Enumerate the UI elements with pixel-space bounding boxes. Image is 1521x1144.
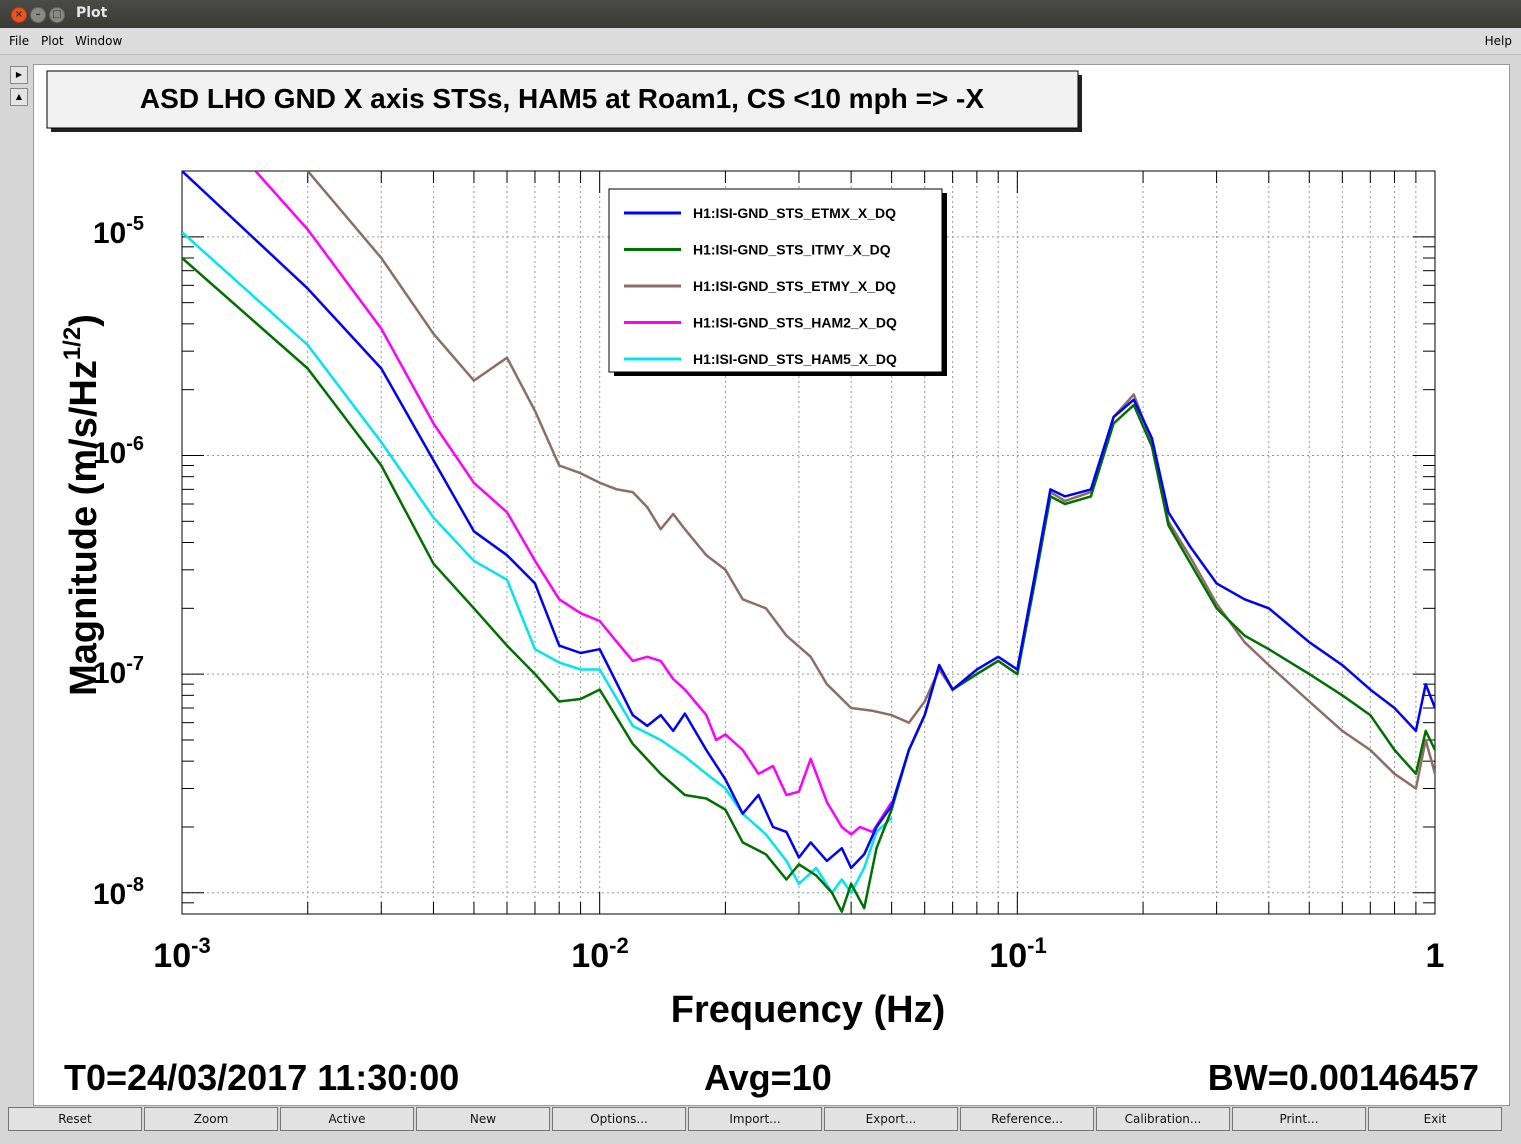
minimize-icon: – [35, 9, 41, 20]
window-title: Plot [76, 5, 108, 21]
new-button[interactable]: New [416, 1107, 550, 1131]
minimize-window-button[interactable]: – [30, 7, 46, 23]
export-button[interactable]: Export... [824, 1107, 958, 1131]
legend-label-1: H1:ISI-GND_STS_ETMX_X_DQ [693, 205, 896, 221]
chart-svg: ASD LHO GND X axis STSs, HAM5 at Roam1, … [46, 70, 1479, 1098]
x-axis-label: Frequency (Hz) [671, 989, 945, 1031]
series-group [182, 171, 1435, 913]
exit-button[interactable]: Exit [1368, 1107, 1502, 1131]
close-window-button[interactable]: × [11, 7, 27, 23]
calibration-button[interactable]: Calibration... [1096, 1107, 1230, 1131]
y-axis-label: Magnitude (m/s/Hz1/2) [59, 314, 105, 696]
reference-button[interactable]: Reference... [960, 1107, 1094, 1131]
bottom-toolbar: Reset Zoom Active New Options... Import.… [8, 1107, 1505, 1133]
collapse-panel-button[interactable]: ▲ [10, 88, 28, 106]
print-button[interactable]: Print... [1232, 1107, 1366, 1131]
arrow-right-icon: ▶ [15, 70, 23, 79]
legend-label-2: H1:ISI-GND_STS_ITMY_X_DQ [693, 242, 891, 258]
legend-box [608, 188, 943, 373]
series-line-1 [182, 171, 1435, 870]
arrow-up-icon: ▲ [15, 92, 23, 101]
maximize-icon: □ [52, 9, 62, 20]
menu-bar: File Plot Window Help [0, 28, 1521, 55]
active-button[interactable]: Active [280, 1107, 414, 1131]
expand-panel-button[interactable]: ▶ [10, 66, 28, 84]
t0-readout: T0=24/03/2017 11:30:00 [64, 1057, 459, 1098]
legend-label-3: H1:ISI-GND_STS_ETMY_X_DQ [693, 278, 896, 294]
plot-canvas[interactable]: ASD LHO GND X axis STSs, HAM5 at Roam1, … [33, 64, 1510, 1106]
menu-plot[interactable]: Plot [41, 34, 64, 48]
zoom-button[interactable]: Zoom [144, 1107, 278, 1131]
series-line-5 [182, 231, 893, 895]
bw-readout: BW=0.00146457 [1208, 1057, 1479, 1098]
y-tick-label-2: 10-6 [93, 433, 144, 470]
maximize-window-button[interactable]: □ [49, 7, 65, 23]
side-panel-controls: ▶ ▲ [10, 66, 28, 110]
menu-file[interactable]: File [9, 34, 30, 48]
menu-help[interactable]: Help [1484, 34, 1512, 48]
legend-label-4: H1:ISI-GND_STS_HAM2_X_DQ [693, 315, 897, 331]
window-titlebar: × – □ Plot [0, 0, 1521, 28]
y-tick-label-3: 10-7 [93, 653, 144, 690]
axis-ticks [182, 170, 1435, 915]
import-button[interactable]: Import... [688, 1107, 822, 1131]
x-tick-label-1: 10-3 [153, 933, 210, 975]
chart-title: ASD LHO GND X axis STSs, HAM5 at Roam1, … [140, 83, 984, 114]
reset-button[interactable]: Reset [8, 1107, 142, 1131]
avg-readout: Avg=10 [704, 1057, 832, 1098]
x-tick-label-3: 10-1 [989, 933, 1046, 975]
close-icon: × [14, 9, 24, 20]
title-box [46, 70, 1079, 129]
y-tick-label-4: 10-8 [93, 874, 144, 911]
y-tick-label-1: 10-5 [93, 213, 144, 250]
options-button[interactable]: Options... [552, 1107, 686, 1131]
x-tick-label-4: 1 [1426, 937, 1445, 975]
legend-label-5: H1:ISI-GND_STS_HAM5_X_DQ [693, 351, 897, 367]
series-line-4 [254, 171, 893, 836]
menu-window[interactable]: Window [75, 34, 123, 48]
x-tick-label-2: 10-2 [571, 933, 628, 975]
legend: H1:ISI-GND_STS_ETMX_X_DQ H1:ISI-GND_STS_I… [608, 188, 947, 376]
series-line-3 [306, 171, 1435, 790]
